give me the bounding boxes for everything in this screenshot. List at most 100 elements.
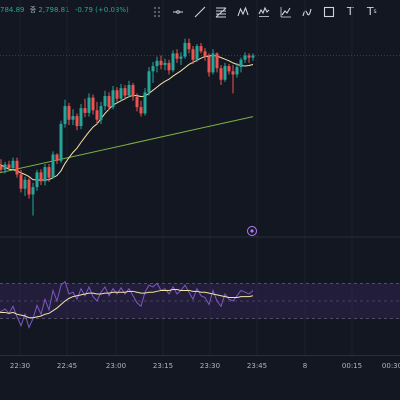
- candle-body: [135, 96, 139, 108]
- candle-body: [59, 123, 63, 161]
- time-label: 22:30: [9, 362, 31, 370]
- candle-body: [159, 60, 163, 65]
- time-label: 22:45: [56, 362, 78, 370]
- candle-body: [0, 166, 3, 170]
- candle-body: [51, 154, 55, 178]
- candle-body: [183, 42, 187, 57]
- cursor-target-part: [250, 229, 254, 233]
- candle-body: [15, 160, 19, 175]
- candle-body: [131, 85, 135, 97]
- candle-body: [107, 96, 111, 108]
- candle-body: [3, 164, 7, 170]
- candle-body: [27, 179, 31, 195]
- candle-body: [251, 55, 255, 58]
- candle-body: [207, 56, 211, 73]
- candle-body: [63, 106, 67, 124]
- text-tool-icon[interactable]: T: [346, 5, 354, 18]
- ohlc-open-value: 784.89: [0, 6, 25, 14]
- time-label: 23:30: [199, 362, 221, 370]
- cursor-target-part: [247, 226, 257, 236]
- text-note-tool-sub: s: [373, 8, 377, 15]
- ohlc-close-value: 2,798.81: [38, 6, 70, 14]
- candle-body: [95, 110, 99, 120]
- ohlc-close-label: 종: [29, 6, 37, 14]
- fib-retracement-icon[interactable]: [211, 2, 233, 22]
- candle-body: [7, 164, 11, 169]
- candle-body: [11, 160, 15, 169]
- candle-body: [179, 56, 183, 59]
- candle-body: [151, 66, 155, 72]
- time-axis[interactable]: 22:30 22:45 23:00 23:15 23:30 23:45 8 00…: [0, 355, 400, 376]
- time-label: 23:45: [246, 362, 268, 370]
- candle-body: [71, 116, 75, 120]
- brush-icon[interactable]: [297, 2, 319, 22]
- elliott-wave-icon[interactable]: [232, 2, 254, 22]
- candle-body: [103, 96, 107, 107]
- candle-body: [211, 53, 215, 73]
- candle-body: [99, 106, 103, 120]
- candle-body: [31, 187, 35, 195]
- candle-body: [35, 172, 39, 188]
- time-label: 23:15: [152, 362, 174, 370]
- candle-body: [47, 167, 51, 178]
- candle-body: [247, 55, 251, 58]
- text-note-tool-label: T: [366, 5, 374, 18]
- candle-body: [223, 66, 227, 80]
- rsi-line: [0, 280, 254, 329]
- prediction-icon[interactable]: [275, 2, 297, 22]
- time-label: 8: [302, 362, 308, 370]
- candle-body: [243, 55, 247, 60]
- time-label: 00:30: [381, 362, 400, 370]
- candle-body: [191, 49, 195, 60]
- candle-body: [199, 46, 203, 52]
- candle-body: [175, 53, 179, 59]
- candle-body: [91, 97, 95, 111]
- ma-long-line: [0, 116, 254, 174]
- candle-body: [43, 167, 47, 182]
- candle-body: [19, 174, 23, 189]
- candle-body: [163, 62, 167, 65]
- candle-body: [119, 88, 123, 99]
- candle-body: [75, 116, 79, 127]
- candle-body: [39, 172, 43, 182]
- cursor-target-icon: [247, 226, 257, 236]
- candle-body: [111, 90, 115, 108]
- trend-line-icon[interactable]: [189, 2, 211, 22]
- candle-body: [235, 67, 239, 75]
- time-label: 00:15: [341, 362, 363, 370]
- candle-body: [215, 53, 219, 69]
- candle-body: [139, 107, 143, 114]
- grip-icon[interactable]: [146, 2, 168, 22]
- candle-body: [83, 108, 87, 113]
- candle-body: [219, 68, 223, 80]
- candle-body: [79, 108, 83, 127]
- candle-body: [123, 88, 127, 96]
- price-chart[interactable]: [0, 0, 400, 355]
- candle-body: [143, 92, 147, 114]
- time-label: 23:00: [105, 362, 127, 370]
- candle-body: [195, 46, 199, 60]
- candle-body: [55, 154, 59, 161]
- candle-body: [115, 90, 119, 99]
- candle-body: [203, 51, 207, 57]
- candle-body: [187, 42, 191, 50]
- ohlc-legend: 784.89 종 2,798.81 -0.79 (+0.03%): [0, 5, 132, 15]
- ohlc-change: -0.79 (+0.03%): [74, 6, 129, 14]
- candle-body: [167, 62, 171, 71]
- ma-short-line: [0, 55, 254, 181]
- rsi-ma-line: [0, 289, 254, 319]
- candle-body: [155, 60, 159, 67]
- candle-body: [171, 53, 175, 71]
- rectangle-icon[interactable]: [318, 2, 340, 22]
- pattern-icon[interactable]: [254, 2, 276, 22]
- candle-body: [227, 66, 231, 72]
- horizontal-ray-icon[interactable]: [168, 2, 190, 22]
- candle-body: [231, 71, 235, 75]
- candle-body: [87, 97, 91, 113]
- candle-body: [23, 179, 27, 189]
- candle-body: [239, 59, 243, 68]
- candle-body: [127, 85, 131, 96]
